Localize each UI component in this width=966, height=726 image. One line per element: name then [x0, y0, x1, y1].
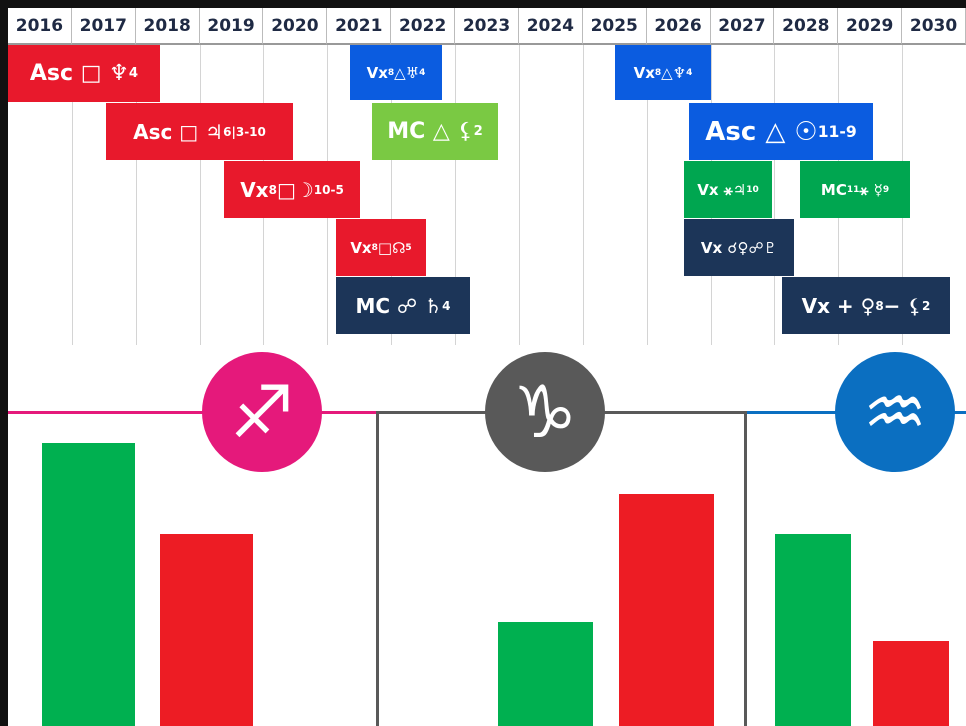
- year-label: 2027: [710, 8, 775, 45]
- event-text: 4: [419, 67, 426, 78]
- event-text: ⚹ ☿: [859, 180, 883, 199]
- event-text: 2: [473, 124, 483, 139]
- event-box: Asc □ ♃ 6|3-10: [106, 103, 293, 160]
- sign-icon: ♒: [835, 352, 955, 472]
- event-text: Vx: [240, 177, 269, 202]
- event-text: Vx: [366, 63, 388, 82]
- grid-line: [391, 45, 393, 345]
- event-text: MC: [820, 180, 847, 199]
- grid-line: [455, 45, 457, 345]
- event-box: Vx 8 △♆ 4: [615, 45, 711, 100]
- event-box: MC 11 ⚹ ☿ 9: [800, 161, 910, 218]
- year-label: 2028: [774, 8, 839, 45]
- event-text: 6|3-10: [223, 124, 266, 139]
- event-text: 4: [686, 67, 693, 78]
- event-text: 8: [654, 67, 662, 78]
- event-text: MC △ ⚸: [387, 119, 474, 144]
- event-text: 8: [371, 242, 378, 253]
- year-label: 2030: [902, 8, 966, 45]
- event-text: Asc □ ♆: [29, 61, 129, 86]
- event-box: MC △ ⚸ 2: [372, 103, 498, 160]
- year-label: 2016: [8, 8, 72, 45]
- event-text: 11: [846, 184, 860, 195]
- event-text: 8: [268, 182, 277, 197]
- sign-icon: ♑: [485, 352, 605, 472]
- event-text: 10-5: [313, 182, 344, 197]
- event-box: Vx 8 □☽ 10-5: [224, 161, 360, 218]
- event-box: Asc □ ♆ 4: [8, 45, 160, 102]
- grid-line: [71, 45, 73, 345]
- bar: [42, 443, 135, 726]
- grid-line: [135, 45, 137, 345]
- bar: [619, 493, 714, 726]
- grid-line: [518, 45, 520, 345]
- year-label: 2021: [327, 8, 392, 45]
- event-text: 8: [387, 67, 395, 78]
- event-text: △♆: [661, 63, 687, 82]
- bar: [498, 622, 593, 726]
- event-box: Vx ⚹♃ 10: [684, 161, 772, 218]
- year-label: 2023: [455, 8, 519, 45]
- year-label: 2018: [135, 8, 200, 45]
- event-box: MC ☍ ♄ 4: [336, 277, 470, 334]
- event-box: Vx ☌♀☍♇: [684, 219, 794, 276]
- event-text: Vx: [350, 238, 372, 257]
- event-box: Vx 8 □☊ 5: [336, 219, 426, 276]
- year-label: 2019: [199, 8, 264, 45]
- year-label: 2017: [71, 8, 136, 45]
- event-box: Vx 8 △♅ 4: [350, 45, 442, 100]
- event-text: Asc □ ♃: [133, 119, 224, 144]
- event-text: 9: [882, 184, 890, 195]
- event-text: Vx ⚹♃: [697, 180, 747, 199]
- event-text: Asc △ ☉: [705, 116, 818, 147]
- event-box: Vx + ♀ 8 − ⚸ 2: [782, 277, 950, 334]
- panel-border: [376, 412, 747, 726]
- event-text: 8: [875, 298, 884, 313]
- event-text: − ⚸: [883, 293, 923, 318]
- bar: [160, 534, 253, 726]
- event-text: □☊: [377, 238, 406, 257]
- event-text: 2: [922, 298, 931, 313]
- bar: [873, 641, 949, 726]
- grid-line: [582, 45, 584, 345]
- bar: [775, 534, 851, 726]
- event-text: 4: [128, 66, 139, 81]
- event-text: MC ☍ ♄: [355, 293, 443, 318]
- grid-line: [199, 45, 201, 345]
- event-text: 11-9: [817, 122, 857, 141]
- sign-icon: ♐: [202, 352, 322, 472]
- event-text: 10: [746, 184, 759, 195]
- year-label: 2025: [582, 8, 647, 45]
- year-label: 2029: [838, 8, 903, 45]
- event-text: 4: [442, 298, 451, 313]
- divider-line: [8, 411, 376, 414]
- event-text: □☽: [276, 177, 314, 202]
- event-text: Vx: [633, 63, 655, 82]
- grid-line: [774, 45, 776, 345]
- year-label: 2020: [263, 8, 328, 45]
- event-text: △♅: [394, 63, 420, 82]
- event-text: 5: [405, 242, 412, 253]
- year-label: 2026: [646, 8, 711, 45]
- event-text: Vx + ♀: [801, 293, 876, 318]
- event-box: Asc △ ☉ 11-9: [689, 103, 873, 160]
- event-text: Vx ☌♀☍♇: [700, 238, 778, 257]
- year-label: 2022: [391, 8, 456, 45]
- year-label: 2024: [518, 8, 583, 45]
- grid-line: [646, 45, 648, 345]
